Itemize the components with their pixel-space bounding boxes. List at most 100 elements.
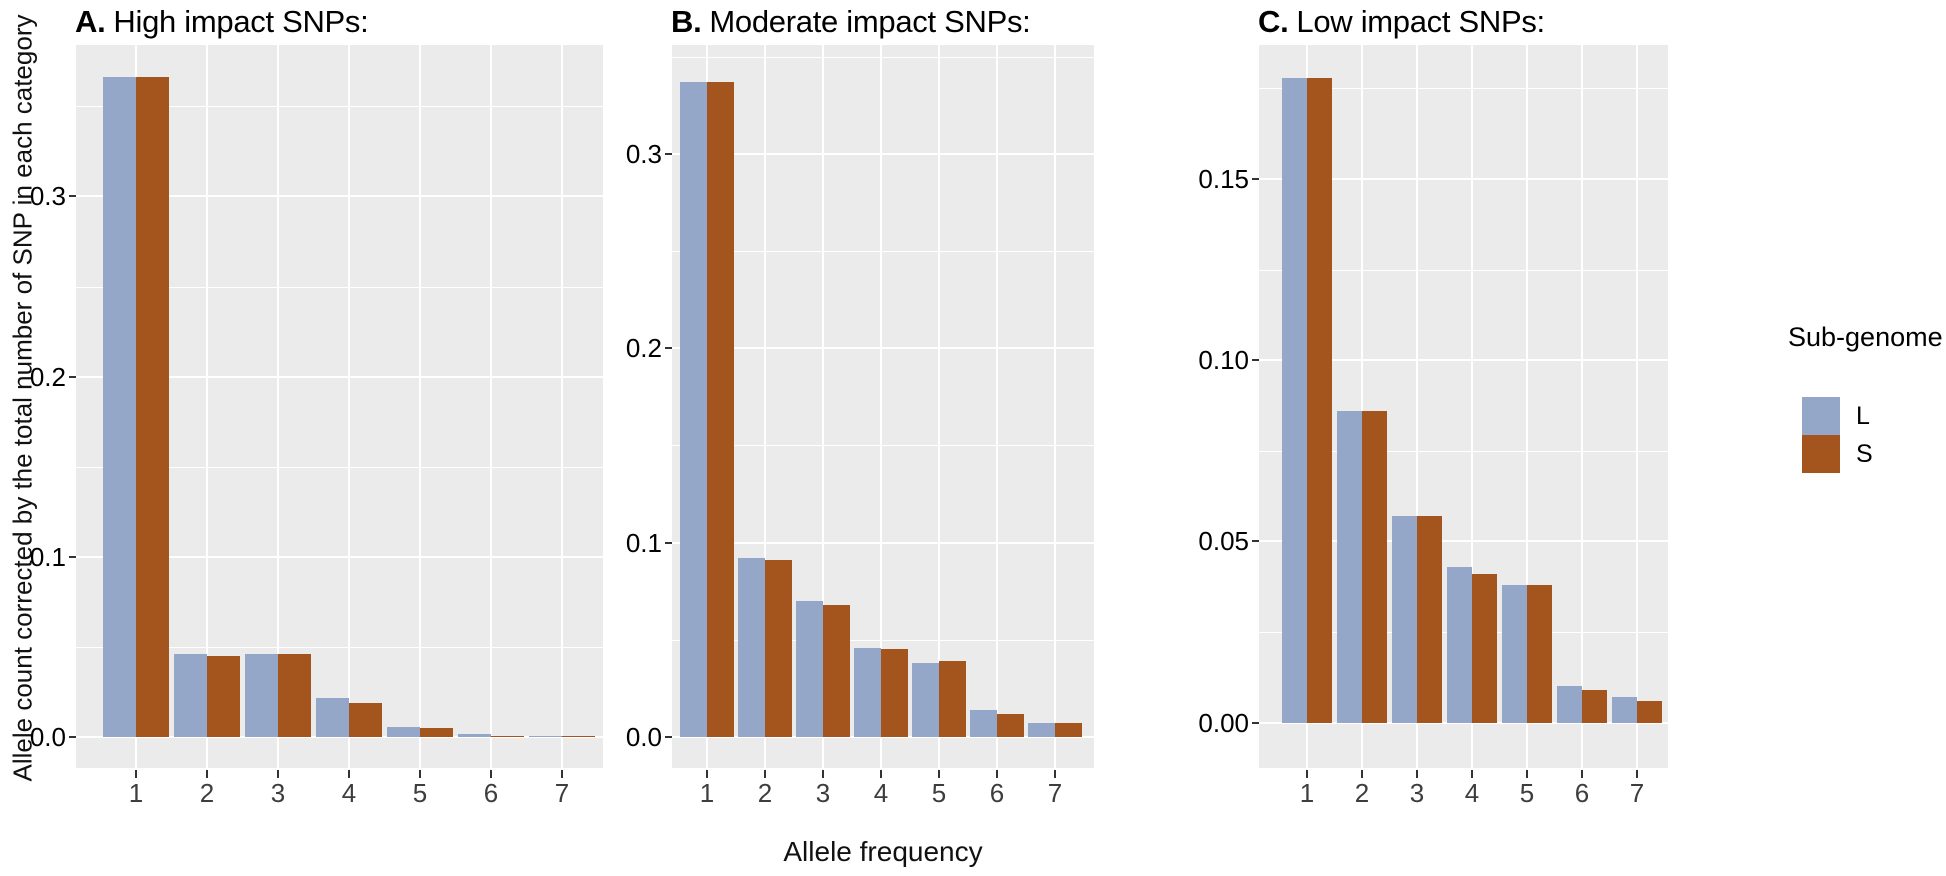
bar-B-L-5 [912, 663, 939, 737]
x-tick-label: 5 [931, 778, 947, 808]
bar-B-S-3 [823, 604, 850, 737]
y-tick-mark [665, 347, 672, 350]
gridline-vertical [206, 45, 208, 768]
bar-C-S-4 [1472, 574, 1497, 723]
x-tick-label: 2 [757, 778, 773, 808]
y-tick-label: 0.10 [1198, 345, 1249, 376]
gridline-vertical [1054, 45, 1056, 768]
gridline-minor [76, 286, 603, 288]
panel-title-b: B. Moderate impact SNPs: [671, 4, 1031, 40]
bar-A-L-2 [174, 654, 207, 738]
bar-A-S-3 [278, 654, 311, 738]
bar-C-L-7 [1612, 697, 1637, 723]
x-tick-label: 3 [270, 778, 286, 808]
x-tick-mark [1054, 770, 1056, 778]
gridline-major [672, 735, 1094, 738]
x-axis-title: Allele frequency [783, 836, 983, 867]
x-tick-mark [938, 770, 940, 778]
x-tick-label: 7 [1629, 778, 1645, 808]
y-tick-label: 0.00 [1198, 707, 1249, 738]
gridline-vertical [822, 45, 824, 768]
bar-A-L-4 [316, 697, 349, 738]
y-tick-mark [665, 541, 672, 544]
gridline-vertical [490, 45, 492, 768]
plot-area-c [1259, 45, 1668, 768]
x-tick-label: 1 [128, 778, 144, 808]
gridline-minor [672, 56, 1094, 58]
gridline-vertical [764, 45, 766, 768]
y-tick-mark [69, 556, 76, 559]
x-tick-mark [1416, 770, 1418, 778]
gridline-major [1259, 721, 1668, 724]
bar-B-S-5 [939, 661, 966, 737]
gridline-minor [672, 251, 1094, 253]
y-tick-mark [1252, 178, 1259, 181]
y-tick-mark [665, 152, 672, 155]
legend-entry-S: S [1802, 435, 1946, 473]
gridline-vertical [419, 45, 421, 768]
y-tick-label: 0.3 [29, 181, 66, 212]
y-tick-mark [1252, 540, 1259, 543]
x-tick-mark [561, 770, 563, 778]
bar-C-S-5 [1527, 584, 1552, 723]
x-tick-label: 4 [873, 778, 889, 808]
bar-C-L-1 [1282, 77, 1307, 723]
legend-entry-L: L [1802, 397, 1946, 435]
panel-title-c: C. Low impact SNPs: [1258, 4, 1545, 40]
gridline-vertical [1526, 45, 1528, 768]
bar-A-S-1 [136, 77, 169, 738]
bar-A-L-5 [387, 726, 420, 738]
bar-A-L-6 [458, 733, 491, 738]
y-tick-mark [69, 375, 76, 378]
gridline-minor [1259, 450, 1668, 452]
y-tick-mark [69, 736, 76, 739]
panel-title-text: Moderate impact SNPs: [709, 4, 1031, 39]
x-tick-mark [1306, 770, 1308, 778]
plot-area-a [76, 45, 603, 768]
gridline-major [672, 152, 1094, 155]
x-tick-label: 5 [412, 778, 428, 808]
bar-B-S-1 [707, 81, 734, 737]
bar-A-S-6 [491, 735, 524, 738]
gridline-vertical [938, 45, 940, 768]
x-tick-mark [135, 770, 137, 778]
gridline-major [76, 736, 603, 739]
x-tick-mark [996, 770, 998, 778]
x-tick-label: 3 [1409, 778, 1425, 808]
x-tick-mark [1581, 770, 1583, 778]
gridline-vertical [1416, 45, 1418, 768]
panel-title-text: High impact SNPs: [113, 4, 369, 39]
y-tick-label: 0.1 [29, 542, 66, 573]
gridline-major [1259, 540, 1668, 543]
gridline-major [76, 556, 603, 559]
x-tick-mark [490, 770, 492, 778]
x-tick-label: 5 [1519, 778, 1535, 808]
x-tick-label: 6 [1574, 778, 1590, 808]
x-tick-mark [764, 770, 766, 778]
gridline-vertical [880, 45, 882, 768]
gridline-vertical [348, 45, 350, 768]
panel-title-a: A. High impact SNPs: [75, 4, 369, 40]
y-tick-label: 0.3 [625, 138, 662, 169]
bar-B-L-1 [680, 81, 707, 737]
bar-A-L-7 [529, 735, 562, 738]
gridline-minor [672, 639, 1094, 641]
x-tick-label: 6 [989, 778, 1005, 808]
bar-A-L-3 [245, 654, 278, 738]
bar-A-S-2 [207, 656, 240, 738]
legend-label: L [1856, 401, 1870, 430]
x-tick-mark [419, 770, 421, 778]
bar-A-S-5 [420, 728, 453, 738]
bar-C-S-1 [1307, 77, 1332, 723]
x-tick-label: 6 [483, 778, 499, 808]
y-tick-label: 0.2 [625, 333, 662, 364]
y-tick-label: 0.15 [1198, 164, 1249, 195]
x-tick-mark [206, 770, 208, 778]
x-tick-label: 4 [341, 778, 357, 808]
bar-C-L-5 [1502, 584, 1527, 723]
gridline-minor [76, 466, 603, 468]
bar-B-S-6 [997, 713, 1024, 737]
x-tick-mark [1361, 770, 1363, 778]
